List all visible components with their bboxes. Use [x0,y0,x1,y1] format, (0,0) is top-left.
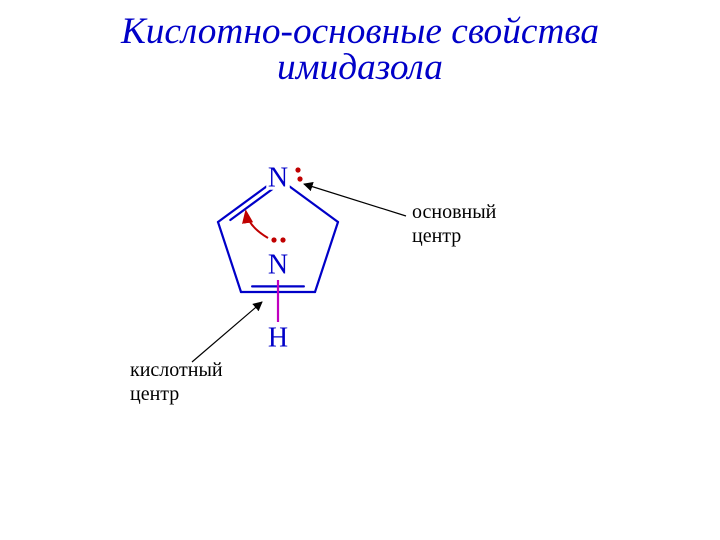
label-basic-center: основный центр [412,200,496,248]
lone-pair-top [295,167,302,181]
svg-text:N: N [268,250,288,281]
label-acidic-line2: центр [130,383,179,405]
electron-arrow [246,212,268,238]
atom-N3: N [266,163,290,194]
label-basic-line2: центр [412,225,461,247]
atom-N1: N [266,250,290,281]
arrow-basic-center [304,184,406,216]
atom-H: H [268,323,288,354]
lone-pair-inner [271,237,285,242]
label-acidic-line1: кислотный [130,359,223,381]
label-acidic-center: кислотный центр [130,358,223,406]
diagram-svg: N N H [0,0,720,540]
label-basic-line1: основный [412,201,496,223]
svg-text:N: N [268,163,288,194]
arrow-acidic-center [192,302,262,362]
